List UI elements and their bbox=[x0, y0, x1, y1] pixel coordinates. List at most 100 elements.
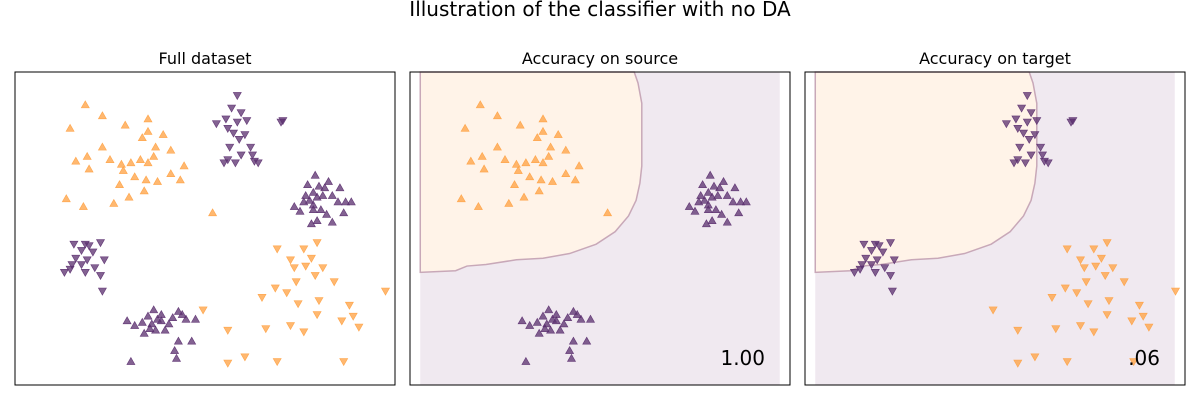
data-point bbox=[312, 311, 322, 320]
data-point bbox=[141, 175, 151, 184]
data-point bbox=[316, 205, 326, 214]
data-point bbox=[116, 159, 126, 168]
data-point bbox=[344, 301, 354, 310]
data-point bbox=[295, 206, 305, 215]
data-point bbox=[1083, 300, 1093, 309]
data-point bbox=[139, 186, 149, 195]
data-point bbox=[272, 358, 282, 367]
data-point bbox=[684, 201, 694, 210]
data-point bbox=[240, 353, 250, 362]
data-point bbox=[143, 126, 153, 135]
data-point bbox=[538, 126, 548, 135]
axes-frame bbox=[14, 71, 396, 386]
data-point bbox=[473, 201, 483, 210]
data-point bbox=[696, 191, 706, 199]
data-point bbox=[310, 170, 320, 179]
data-point bbox=[327, 191, 337, 199]
data-point bbox=[475, 100, 485, 109]
data-point bbox=[223, 326, 233, 335]
data-point bbox=[261, 325, 271, 334]
data-point bbox=[95, 272, 106, 281]
data-point bbox=[289, 264, 299, 273]
data-point bbox=[603, 208, 613, 217]
data-point bbox=[71, 156, 81, 165]
data-point bbox=[145, 324, 155, 332]
data-point bbox=[1144, 323, 1154, 332]
data-point bbox=[1072, 289, 1082, 298]
data-point bbox=[574, 161, 584, 170]
data-point bbox=[1108, 264, 1118, 273]
data-point bbox=[544, 151, 554, 160]
data-point bbox=[1026, 109, 1036, 118]
data-point bbox=[538, 114, 548, 123]
data-point bbox=[152, 176, 163, 185]
data-point bbox=[304, 195, 315, 204]
data-point bbox=[874, 242, 884, 251]
data-point bbox=[130, 320, 140, 329]
data-point bbox=[1134, 301, 1144, 310]
panel-title: Accuracy on target bbox=[919, 49, 1071, 68]
data-point bbox=[149, 305, 159, 314]
data-point bbox=[61, 194, 71, 203]
data-point bbox=[151, 142, 161, 151]
data-point bbox=[885, 272, 896, 281]
data-point bbox=[187, 336, 197, 345]
data-point bbox=[303, 180, 313, 188]
data-point bbox=[299, 197, 309, 206]
data-point bbox=[339, 358, 349, 367]
data-point bbox=[887, 287, 897, 296]
data-point bbox=[698, 180, 708, 188]
data-point bbox=[460, 123, 470, 132]
data-point bbox=[306, 219, 316, 228]
data-point bbox=[466, 156, 476, 165]
data-point bbox=[223, 359, 233, 368]
data-point bbox=[1075, 256, 1086, 265]
data-point bbox=[247, 151, 258, 160]
data-point bbox=[709, 181, 719, 190]
data-point bbox=[690, 206, 700, 215]
data-point bbox=[308, 187, 318, 196]
data-point bbox=[175, 175, 185, 184]
data-point bbox=[1030, 353, 1040, 362]
data-point bbox=[1022, 92, 1032, 101]
data-point bbox=[730, 183, 740, 192]
data-point bbox=[551, 316, 561, 325]
data-point bbox=[1051, 325, 1061, 334]
data-point bbox=[272, 245, 282, 254]
data-point bbox=[861, 254, 871, 263]
axes-frame bbox=[804, 71, 1186, 386]
data-point bbox=[82, 151, 92, 160]
data-point bbox=[570, 175, 580, 184]
data-point bbox=[585, 314, 596, 323]
data-point bbox=[532, 317, 542, 326]
data-point bbox=[84, 242, 94, 251]
data-point bbox=[120, 120, 130, 129]
data-point bbox=[139, 328, 149, 337]
data-point bbox=[219, 159, 229, 168]
data-point bbox=[97, 287, 107, 296]
data-point bbox=[137, 133, 147, 142]
data-point bbox=[158, 129, 168, 138]
data-point bbox=[1020, 159, 1030, 168]
data-point bbox=[1018, 129, 1029, 138]
data-point bbox=[707, 216, 717, 224]
data-point bbox=[246, 143, 256, 152]
data-point bbox=[285, 322, 296, 331]
data-point bbox=[122, 316, 132, 325]
data-point bbox=[76, 247, 87, 256]
data-point bbox=[223, 125, 233, 133]
data-point bbox=[563, 313, 573, 322]
data-point bbox=[559, 319, 569, 328]
data-point bbox=[849, 269, 859, 277]
data-point bbox=[166, 169, 176, 178]
data-point bbox=[346, 197, 356, 206]
data-point bbox=[327, 217, 337, 226]
data-point bbox=[477, 151, 487, 160]
data-point bbox=[240, 131, 250, 140]
data-point bbox=[540, 324, 550, 332]
data-point bbox=[170, 345, 180, 354]
data-point bbox=[156, 316, 166, 325]
data-point bbox=[221, 115, 231, 124]
data-point bbox=[380, 287, 391, 296]
data-point bbox=[517, 316, 527, 325]
